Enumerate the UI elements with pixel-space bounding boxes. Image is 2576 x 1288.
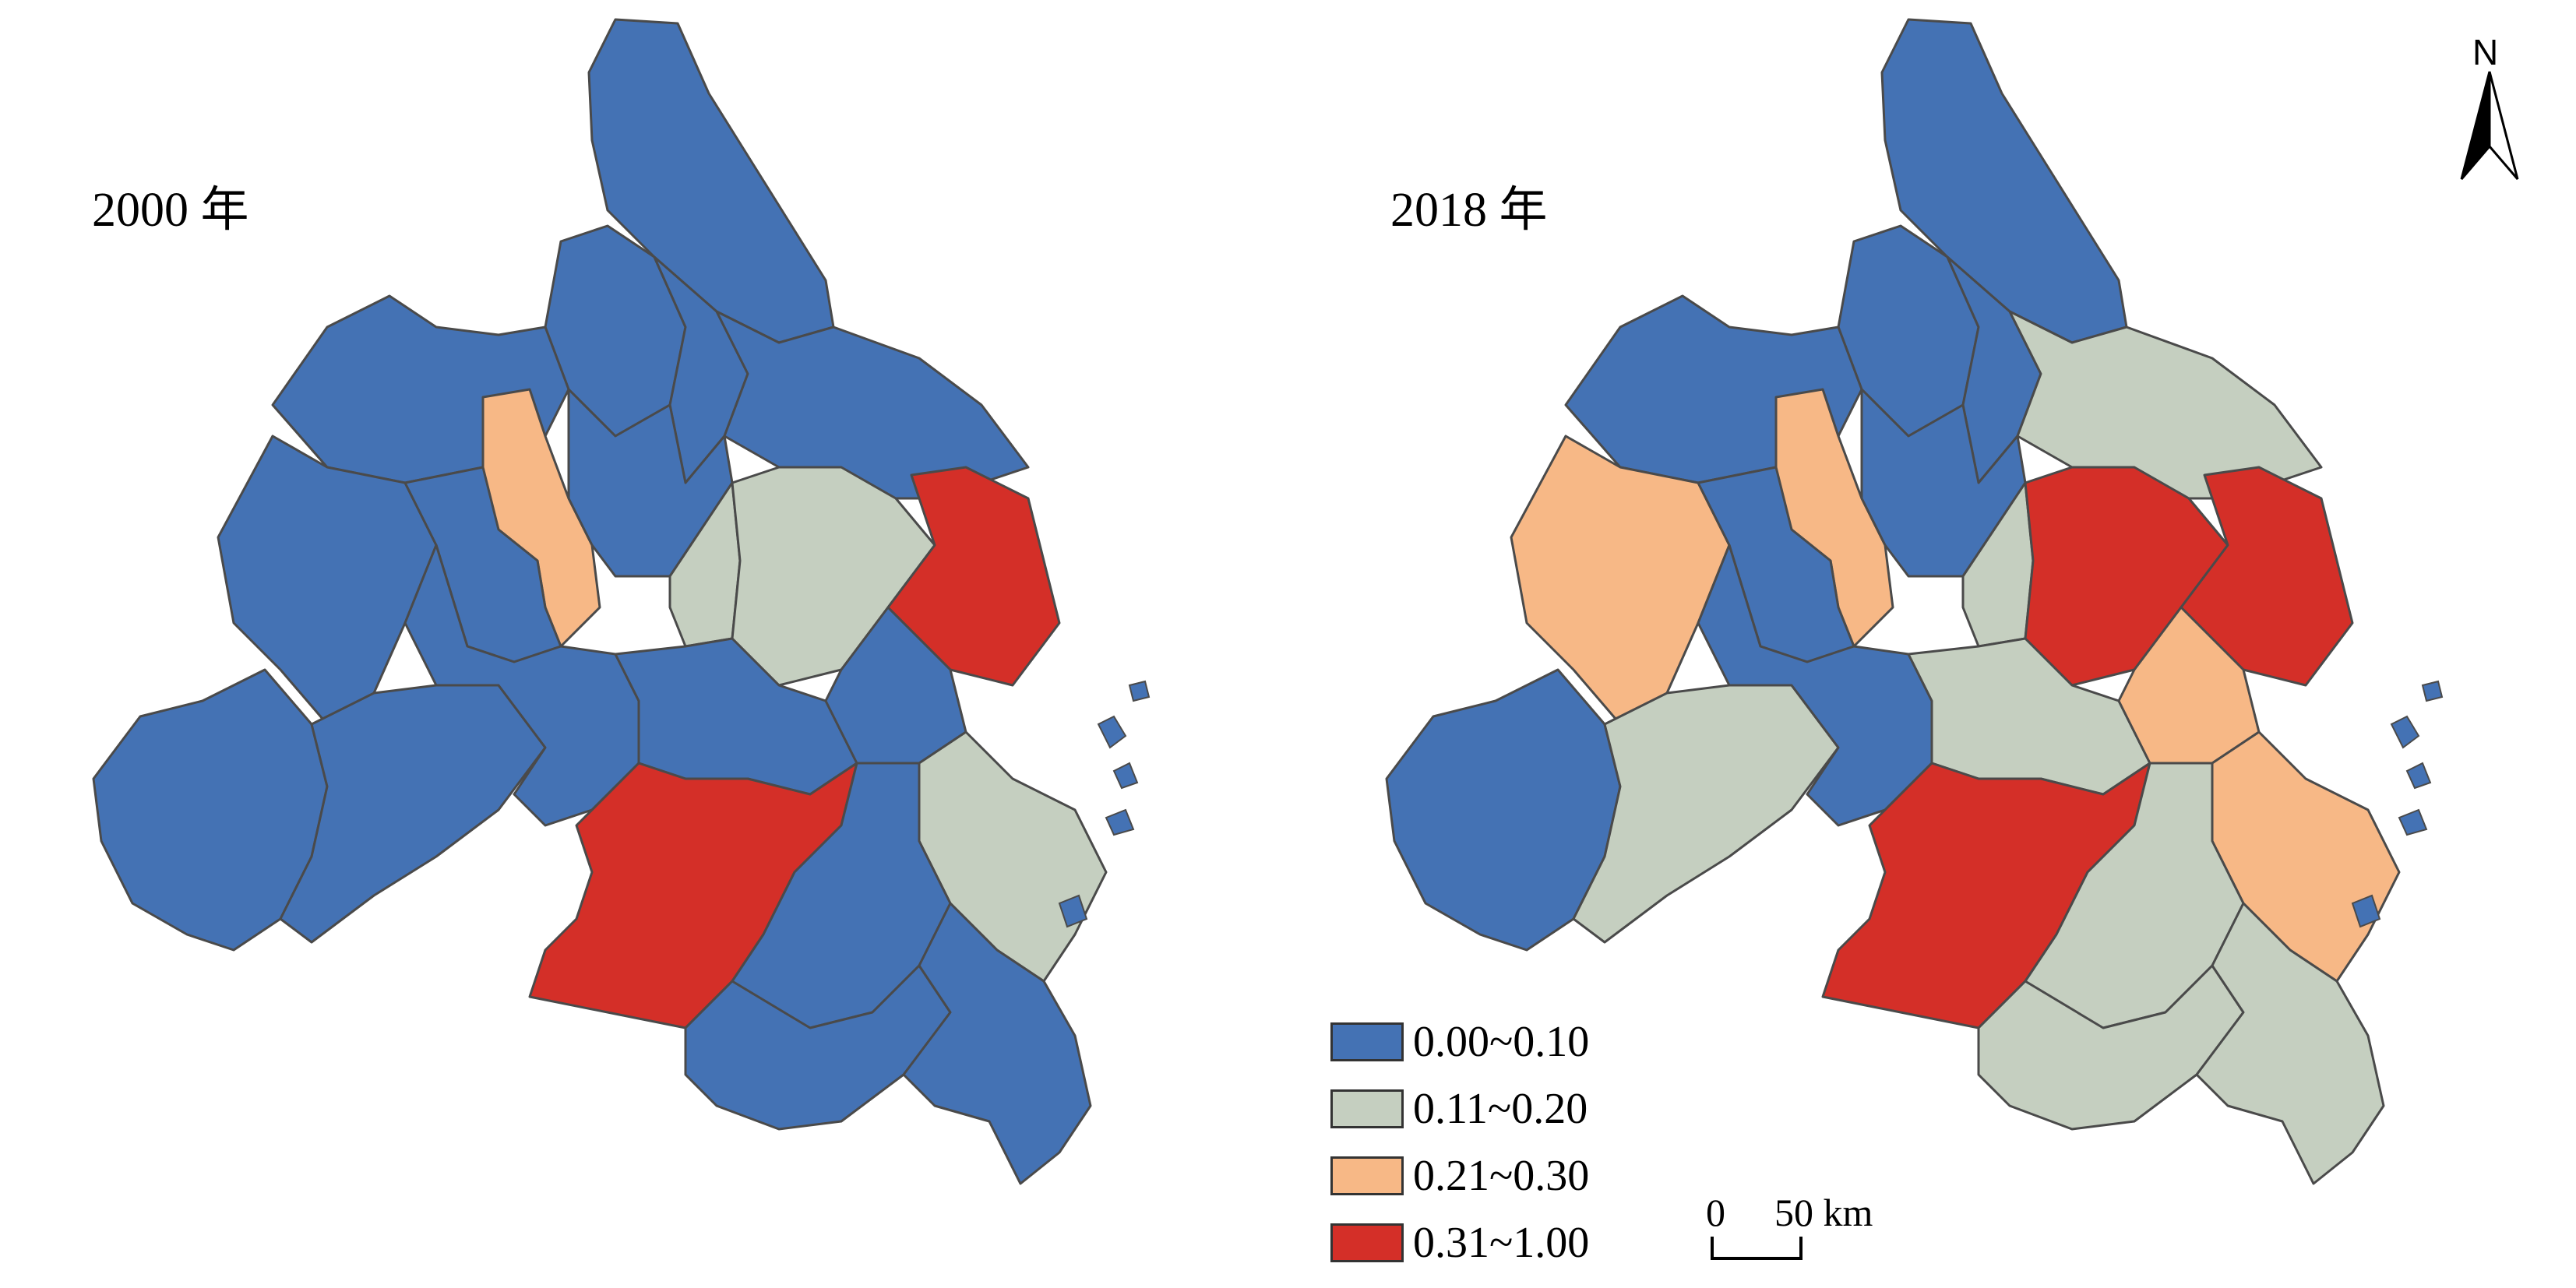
north-arrow: N (2454, 31, 2524, 180)
map-2000-region-north-strip (587, 18, 835, 344)
map-2018-region-north-east (2008, 310, 2323, 500)
map-2018-island-4 (2351, 894, 2381, 928)
map-2000-island-4 (1058, 894, 1088, 928)
map-2000-island-1 (1097, 715, 1127, 749)
legend-swatch-class-3 (1330, 1156, 1404, 1195)
map-2000-region-south-east (902, 902, 1092, 1185)
map-2018-title: 2018 年 (1390, 184, 1548, 237)
map-2000-region-south-west (279, 684, 547, 944)
map-2000-island-2 (1112, 762, 1139, 790)
map-2018-region-south-west (1572, 684, 1840, 944)
map-2018-region-south-east (2195, 902, 2385, 1185)
map-2000-title: 2000 年 (92, 184, 249, 237)
scale-bar-zero-label: 0 (1706, 1191, 1725, 1234)
north-arrow-label: N (2472, 32, 2499, 72)
legend-swatch-class-2 (1330, 1089, 1404, 1128)
map-2000-region-red-east (886, 466, 1061, 687)
north-arrow-icon (2460, 71, 2519, 180)
map-2000-region-north-east (715, 310, 1030, 500)
scale-bar-line (1711, 1237, 1802, 1260)
map-2000-island-5 (1128, 680, 1151, 702)
map-2000-island-3 (1105, 808, 1135, 836)
map-2018-island-5 (2421, 680, 2444, 702)
legend-label-class-1: 0.00~0.10 (1413, 1018, 1590, 1066)
legend-swatch-class-4 (1330, 1223, 1404, 1262)
map-2018-island-1 (2390, 715, 2420, 749)
scale-bar: 0 50 km (1706, 1190, 1873, 1260)
legend-label-class-3: 0.21~0.30 (1413, 1152, 1590, 1200)
legend-label-class-2: 0.11~0.20 (1413, 1085, 1588, 1133)
map-2018-island-2 (2405, 762, 2432, 790)
legend-swatch-class-1 (1330, 1022, 1404, 1061)
map-2000 (92, 18, 1151, 1185)
legend-label-class-4: 0.31~1.00 (1413, 1219, 1590, 1267)
map-2018 (1385, 18, 2444, 1185)
map-2018-region-red-east (2180, 466, 2354, 687)
map-2018-island-3 (2398, 808, 2428, 836)
map-2018-region-north-strip (1880, 18, 2128, 344)
scale-bar-distance-label: 50 km (1774, 1191, 1873, 1234)
